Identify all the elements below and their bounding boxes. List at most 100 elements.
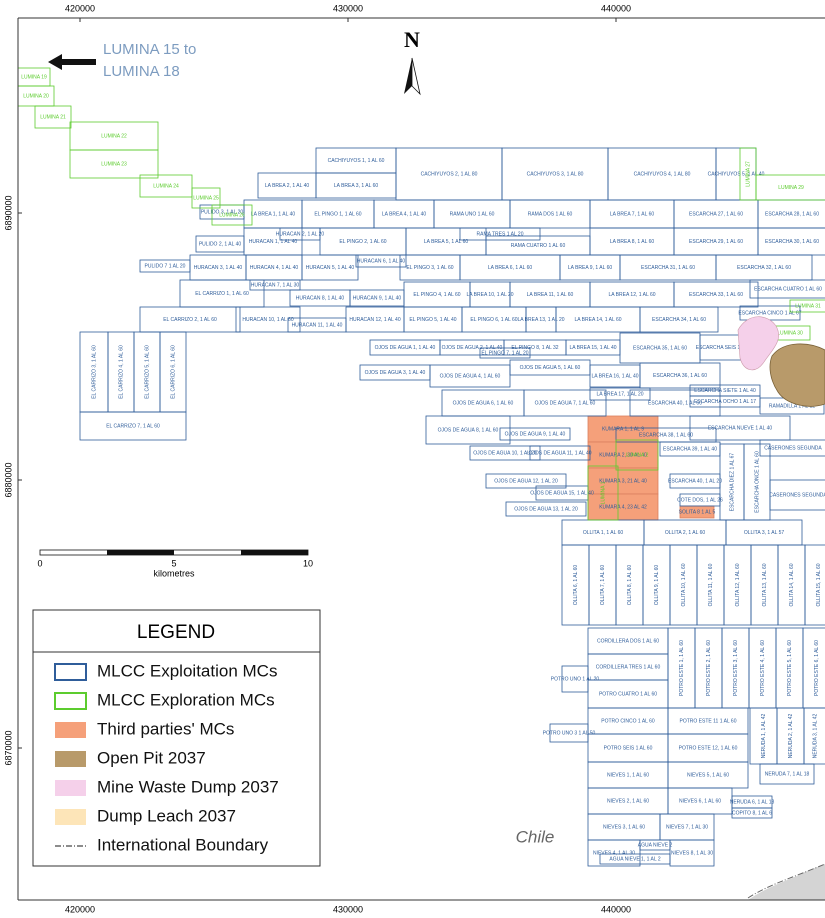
claim [505, 501, 587, 517]
claim [755, 174, 825, 201]
claim-label: EL CARRIZO 3, 1 AL 60 [91, 345, 97, 399]
claim [523, 389, 607, 417]
claim-label: LA BREA 12, 1 AL 60 [608, 292, 655, 298]
claim [529, 445, 591, 461]
north-label: N [404, 27, 420, 52]
annotation: LUMINA 18 [103, 63, 180, 80]
relief [748, 864, 825, 900]
claim-label: CACHIYUYOS 2, 1 AL 80 [421, 171, 478, 177]
claim-label: HURACAN 1, 1 AL 40 [249, 239, 298, 245]
claim-label: ESCARCHA NUEVE 1 AL 40 [708, 425, 773, 431]
legend-swatch [55, 751, 86, 767]
claim-label: ESCARCHA CUATRO 1 AL 60 [754, 286, 822, 292]
claim-label: OJOS DE AGUA 11, 1 AL 40 [528, 450, 591, 456]
claim [669, 839, 715, 867]
scale-unit: kilometres [153, 568, 195, 578]
claim-label: OJOS DE AGUA 7, 1 AL 60 [535, 400, 596, 406]
x-coordinate-label: 420000 [65, 3, 95, 13]
claim-label: LUMINA 2 [626, 452, 649, 458]
claim [679, 493, 721, 507]
claim [804, 544, 825, 626]
claim-label: KUMARA 3, 21 AL 40 [599, 478, 647, 484]
claim-label: POTRO ESTE 4, 1 AL 60 [760, 640, 766, 696]
claim-label: OJOS DE AGUA 6, 1 AL 60 [453, 400, 514, 406]
claim-label: ESCARCHA CINCO 1 AL 67 [738, 310, 801, 316]
claim-label: NERUDA 6, 1 AL 18 [730, 799, 775, 805]
claim-label: HURACAN 12, 1 AL 40 [349, 317, 400, 323]
claim-label: KUMARA 2, 30 AL 40 [599, 452, 647, 458]
claim-label: OLLITA 6, 1 AL 60 [573, 565, 579, 606]
claim-label: NIEVES 7, 1 AL 30 [666, 824, 708, 830]
mine-waste-dump [737, 316, 779, 371]
claim-label: OJOS DE AGUA 4, 1 AL 60 [440, 373, 501, 379]
scale-label: 10 [303, 558, 313, 568]
claim [689, 415, 791, 441]
claim-label: LUMINA 25 [193, 195, 219, 201]
claim-label: HURACAN 11, 1 AL 40 [292, 322, 343, 328]
claim-label: NIEVES 4, 1 AL 30 [593, 850, 635, 856]
claim-label: OLLITA 14, 1 AL 60 [789, 563, 795, 606]
scale-label: 5 [171, 558, 176, 568]
claim-label: OLLITA 10, 1 AL 60 [681, 563, 687, 606]
y-coordinate-label: 6890000 [3, 195, 13, 230]
claim-label: OJOS DE AGUA 3, 1 AL 40 [365, 370, 426, 376]
north-arrow [411, 57, 421, 96]
claim-label: ESCARCHA 30, 1 AL 60 [765, 239, 819, 245]
legend-label: MLCC Exploitation MCs [97, 661, 277, 680]
claim-label: EL PINGO 6, 1 AL 60 [470, 317, 517, 323]
claim-label: POTRO CINCO 1 AL 60 [601, 718, 655, 724]
claim [355, 254, 407, 268]
claim-label: CASERONES SEGUNDA [769, 492, 825, 498]
claim-label: LA BREA 17, 1 AL 20 [596, 391, 643, 397]
claim-label: EL CARRIZO 7, 1 AL 60 [106, 423, 160, 429]
legend-swatch [54, 692, 87, 710]
claim-label: HURACAN 9, 1 AL 40 [353, 295, 402, 301]
claim-label: EL CARRIZO 4, 1 AL 60 [118, 345, 124, 399]
claim [485, 473, 567, 489]
claim-label: POTRO ESTE 3, 1 AL 60 [733, 640, 739, 696]
claim-label: CACHIYUYOS 4, 1 AL 80 [634, 171, 691, 177]
claims: KUMARA 1, 1 AL 9 KUMARA 2, 30 AL 40 KUMARA… [17, 67, 825, 867]
claim-label: ESCARCHA 35, 1 AL 60 [633, 345, 687, 351]
claim-label: OLLITA 9, 1 AL 60 [654, 565, 660, 606]
open-pit [769, 343, 825, 407]
claim-label: POTRO ESTE 2, 1 AL 60 [706, 640, 712, 696]
claim-label: COPITO 8, 1 AL 6 [732, 810, 772, 816]
claim-label: LA BREA 3, 1 AL 60 [334, 183, 379, 189]
claim-label: LUMINA 23 [101, 161, 127, 167]
legend-label: Mine Waste Dump 2037 [97, 777, 279, 796]
legend-swatch [55, 780, 86, 796]
claim-label: ESCARCHA 39, 1 AL 40 [663, 446, 717, 452]
legend-title: LEGEND [137, 622, 215, 643]
claim-label: HURACAN 7, 1 AL 30 [251, 282, 300, 288]
claim-label: EL PINGO 8, 1 AL 32 [511, 345, 558, 351]
claim [589, 387, 651, 401]
claim-label: LUMINA 21 [40, 114, 66, 120]
claim [459, 227, 541, 241]
claim-label: LUMINA 31 [795, 303, 821, 309]
claim-label: CACHIYUYOS 5, 1 AL 40 [708, 171, 765, 177]
claim-label: ESCARCHA 40, 1 AL 20 [668, 478, 722, 484]
claim-label: EL CARRIZO 2, 1 AL 60 [163, 317, 217, 323]
claim-label: KUMARA 4, 23 AL 42 [599, 504, 647, 510]
claim-label: POTRO UNO 1 AL 20 [551, 676, 600, 682]
claim [639, 306, 719, 333]
claim-label: ESCARCHA 28, 1 AL 60 [765, 211, 819, 217]
claim-label: HURACAN 10, 1 AL 60 [242, 317, 293, 323]
claim-label: OJOS DE AGUA 1, 1 AL 40 [375, 345, 436, 351]
claim-label: RAMA UNO 1 AL 60 [450, 211, 495, 217]
claim-label: OJOS DE AGUA 13, 1 AL 20 [514, 506, 578, 512]
claim-label: EL PINGO 4, 1 AL 60 [413, 292, 460, 298]
claim [499, 427, 571, 441]
claim [139, 174, 193, 198]
claim-label: POTRO ESTE 1, 1 AL 60 [679, 640, 685, 696]
claim-label: ESCARCHA 33, 1 AL 60 [689, 292, 743, 298]
legend: LEGEND MLCC Exploitation MCs MLCC Explora… [32, 609, 321, 867]
claim [739, 147, 757, 201]
claim-label: LA BREA 2, 1 AL 40 [265, 183, 310, 189]
claim-label: ESCARCHA DIEZ 1 AL 67 [729, 453, 735, 512]
y-coordinate-label: 6870000 [3, 730, 13, 765]
claim-label: LUMINA 27 [745, 161, 751, 187]
claim-label: LUMINA 1 [600, 481, 606, 504]
